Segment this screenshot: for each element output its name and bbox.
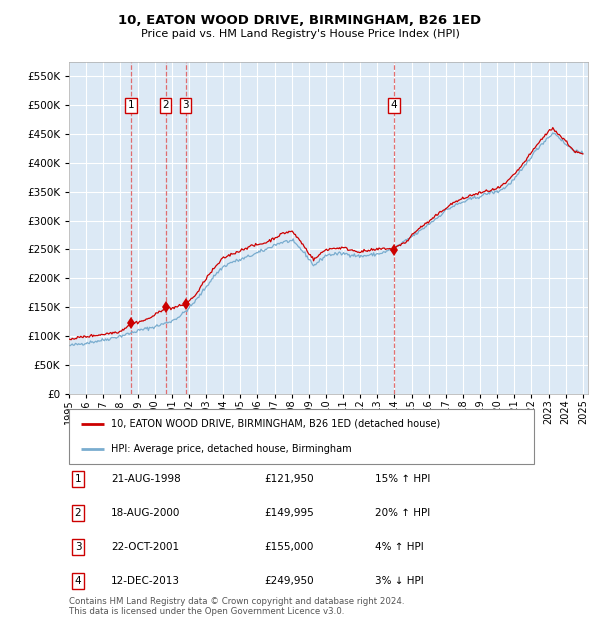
Text: 4% ↑ HPI: 4% ↑ HPI — [375, 542, 424, 552]
Text: 20% ↑ HPI: 20% ↑ HPI — [375, 508, 430, 518]
Text: £155,000: £155,000 — [264, 542, 313, 552]
Text: £249,950: £249,950 — [264, 576, 314, 586]
Text: 1: 1 — [74, 474, 82, 484]
Text: 21-AUG-1998: 21-AUG-1998 — [111, 474, 181, 484]
Text: 2: 2 — [74, 508, 82, 518]
Text: 3: 3 — [182, 100, 189, 110]
Text: 12-DEC-2013: 12-DEC-2013 — [111, 576, 180, 586]
Text: 10, EATON WOOD DRIVE, BIRMINGHAM, B26 1ED: 10, EATON WOOD DRIVE, BIRMINGHAM, B26 1E… — [118, 14, 482, 27]
Text: 2: 2 — [162, 100, 169, 110]
Text: HPI: Average price, detached house, Birmingham: HPI: Average price, detached house, Birm… — [111, 444, 352, 454]
Text: 22-OCT-2001: 22-OCT-2001 — [111, 542, 179, 552]
Text: 10, EATON WOOD DRIVE, BIRMINGHAM, B26 1ED (detached house): 10, EATON WOOD DRIVE, BIRMINGHAM, B26 1E… — [111, 419, 440, 429]
Text: Price paid vs. HM Land Registry's House Price Index (HPI): Price paid vs. HM Land Registry's House … — [140, 29, 460, 39]
Text: 4: 4 — [74, 576, 82, 586]
Text: 15% ↑ HPI: 15% ↑ HPI — [375, 474, 430, 484]
Text: 1: 1 — [128, 100, 134, 110]
Text: 4: 4 — [391, 100, 397, 110]
Text: £149,995: £149,995 — [264, 508, 314, 518]
Text: Contains HM Land Registry data © Crown copyright and database right 2024.
This d: Contains HM Land Registry data © Crown c… — [69, 597, 404, 616]
Text: 3% ↓ HPI: 3% ↓ HPI — [375, 576, 424, 586]
Text: 3: 3 — [74, 542, 82, 552]
Text: £121,950: £121,950 — [264, 474, 314, 484]
Text: 18-AUG-2000: 18-AUG-2000 — [111, 508, 181, 518]
